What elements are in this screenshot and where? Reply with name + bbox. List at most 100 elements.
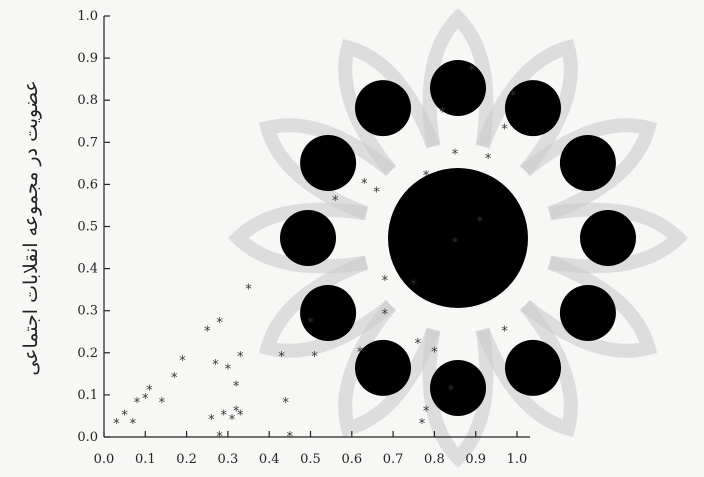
y-tick-label: 0.5 xyxy=(77,220,98,235)
data-point: * xyxy=(415,337,422,352)
watermark-loop xyxy=(505,80,561,137)
watermark-core xyxy=(388,168,528,308)
watermark-petal xyxy=(258,118,396,220)
data-point: * xyxy=(159,396,166,411)
data-point: * xyxy=(423,405,430,420)
x-tick-label: 0.3 xyxy=(218,452,239,467)
data-point: * xyxy=(419,417,426,432)
data-point: * xyxy=(179,354,186,369)
x-tick-label: 0.1 xyxy=(135,452,156,467)
data-point: * xyxy=(307,316,314,331)
data-point: * xyxy=(278,350,285,365)
watermark-loop xyxy=(559,135,616,191)
data-point: * xyxy=(113,417,120,432)
watermark-petal xyxy=(476,38,578,176)
watermark-petal xyxy=(422,8,494,148)
data-point: * xyxy=(208,413,215,428)
data-point: * xyxy=(510,89,517,104)
watermark-loop xyxy=(300,285,357,341)
data-point: * xyxy=(431,346,438,361)
watermark-loop xyxy=(559,285,616,341)
data-points: **** ************************************… xyxy=(113,64,516,445)
x-tick-label: 0.6 xyxy=(341,452,362,467)
data-point: * xyxy=(411,278,418,293)
data-point: * xyxy=(423,169,430,184)
data-point: * xyxy=(221,409,228,424)
y-tick-label: 0.0 xyxy=(77,430,98,445)
data-point: * xyxy=(134,396,141,411)
watermark-petal xyxy=(520,118,658,220)
y-tick-label: 0.1 xyxy=(77,388,98,403)
y-tick-label: 0.2 xyxy=(77,346,98,361)
data-point: * xyxy=(142,392,149,407)
data-point: * xyxy=(373,186,380,201)
watermark-petal xyxy=(476,300,578,438)
watermark-petal xyxy=(338,300,440,438)
watermark-loop xyxy=(505,339,561,396)
x-tick-label: 0.0 xyxy=(94,452,115,467)
y-ticks: 0.0 0.1 0.2 0.3 0.4 0.5 0.6 0.7 0.8 0.9 1.0 xyxy=(77,9,110,445)
x-tick-label: 1.0 xyxy=(507,452,528,467)
data-point: * xyxy=(146,383,153,398)
watermark-loop xyxy=(430,60,486,116)
data-point: * xyxy=(357,346,364,361)
data-point: * xyxy=(501,122,508,137)
data-point: * xyxy=(121,409,128,424)
data-point: * xyxy=(452,148,459,163)
watermark-petal xyxy=(338,38,440,176)
data-point: * xyxy=(287,430,294,445)
x-tick-label: 0.8 xyxy=(424,452,445,467)
data-point: * xyxy=(448,383,455,398)
y-tick-label: 0.7 xyxy=(77,135,98,150)
data-point: * xyxy=(233,379,240,394)
watermark-loop xyxy=(580,210,636,266)
data-point: * xyxy=(485,152,492,167)
data-point: * xyxy=(212,358,219,373)
watermark-loop xyxy=(300,135,357,191)
data-point: * xyxy=(477,215,484,230)
watermark-petal xyxy=(520,256,658,358)
data-point: * xyxy=(439,106,446,121)
watermark-petal xyxy=(422,328,494,468)
y-tick-label: 0.3 xyxy=(77,304,98,319)
data-point: * xyxy=(237,409,244,424)
data-point: * xyxy=(382,274,389,289)
y-tick-label: 0.4 xyxy=(77,262,98,277)
data-point: * xyxy=(237,350,244,365)
data-point: * xyxy=(233,405,240,420)
watermark-loop xyxy=(280,210,336,266)
data-point: * xyxy=(229,413,236,428)
watermark-petal xyxy=(548,202,688,274)
y-tick-label: 0.9 xyxy=(77,51,98,66)
watermark-petal xyxy=(258,256,396,358)
x-tick-label: 0.5 xyxy=(300,452,321,467)
data-point: * xyxy=(382,308,389,323)
data-point: * xyxy=(501,325,508,340)
watermark-logo xyxy=(228,8,688,468)
data-point: * xyxy=(282,396,289,411)
data-point: * xyxy=(130,417,137,432)
watermark-loop xyxy=(430,360,486,416)
watermark-petal xyxy=(228,202,368,274)
y-tick-label: 0.8 xyxy=(77,93,98,108)
data-point: * xyxy=(225,362,232,377)
y-tick-label: 1.0 xyxy=(77,9,98,24)
data-point: * xyxy=(452,236,459,251)
x-tick-label: 0.2 xyxy=(176,452,197,467)
watermark-loop xyxy=(355,339,411,396)
x-tick-label: 0.7 xyxy=(383,452,404,467)
x-ticks: 0.0 0.1 0.2 0.3 0.4 0.5 0.6 0.7 0.8 0.9 1.0 xyxy=(94,431,528,467)
data-point: * xyxy=(204,325,211,340)
data-point: * xyxy=(311,350,318,365)
data-point: * xyxy=(245,282,252,297)
watermark-loop xyxy=(355,80,411,137)
data-point: * xyxy=(171,371,178,386)
data-point: * xyxy=(216,430,223,445)
y-axis-label: عضویت در مجموعه انقلابات اجتماعی xyxy=(20,80,42,375)
data-point: * xyxy=(468,64,475,79)
data-point: * xyxy=(332,194,339,209)
x-tick-label: 0.9 xyxy=(465,452,486,467)
y-tick-label: 0.6 xyxy=(77,177,98,192)
x-tick-label: 0.4 xyxy=(259,452,280,467)
